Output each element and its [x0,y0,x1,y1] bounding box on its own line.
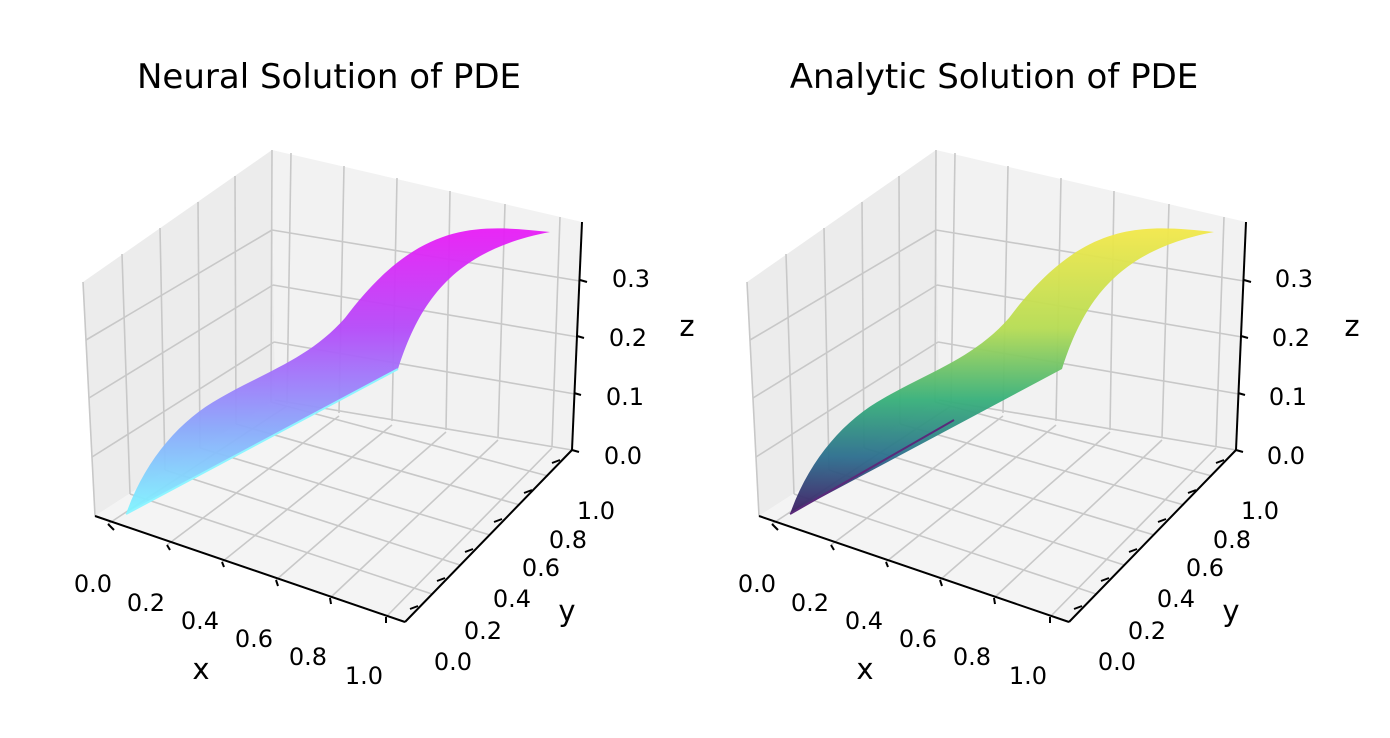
x-tick-label: 0.0 [74,570,112,598]
x-tick-label: 0.4 [845,607,883,635]
z-tick-label: 0.0 [604,442,642,470]
x-axis-line [758,515,1070,623]
y-tick-label: 0.8 [1213,526,1251,554]
axis-lines [94,221,588,623]
x-axis-line [94,515,406,623]
y-tick-labels: 0.0 0.2 0.4 0.6 0.8 1.0 [1098,497,1279,676]
y-tick-label: 1.0 [1241,497,1279,525]
surface [789,228,1214,515]
x-tick-label: 1.0 [1009,662,1047,690]
x-tick-labels: 0.0 0.2 0.4 0.6 0.8 1.0 [738,570,1047,690]
y-tick-label: 0.0 [1098,648,1136,676]
axis-lines [758,221,1252,623]
x-tick-labels: 0.0 0.2 0.4 0.6 0.8 1.0 [74,570,383,690]
x-tick-label: 0.4 [181,607,219,635]
y-tick-label: 0.4 [1157,585,1195,613]
chart-title: Analytic Solution of PDE [790,57,1199,97]
panel-neural: Neural Solution of PDE [74,57,695,690]
z-tick-label: 0.1 [606,383,644,411]
x-tick-label: 0.0 [738,570,776,598]
chart-title: Neural Solution of PDE [137,57,521,97]
z-tick-labels: 0.0 0.1 0.2 0.3 [1267,265,1313,470]
x-tick-label: 0.8 [953,643,991,671]
y-axis-line [404,449,573,623]
y-tick-label: 0.0 [434,648,472,676]
x-axis-label: x [192,652,209,686]
surface-patch [790,228,1214,514]
z-tick-label: 0.3 [1275,265,1313,293]
surface-front-edge [125,368,399,515]
y-tick-label: 0.6 [1186,554,1224,582]
y-axis-label: y [1222,594,1239,628]
y-axis-label: y [558,594,575,628]
z-tick-label: 0.0 [1267,442,1305,470]
surface-patch [126,228,550,514]
surface [125,228,550,515]
z-tick-label: 0.3 [612,265,650,293]
z-axis-label: z [1344,309,1359,343]
x-axis-label: x [856,652,873,686]
z-tick-labels: 0.0 0.1 0.2 0.3 [604,265,650,470]
x-tick-label: 0.6 [235,625,273,653]
y-tick-label: 1.0 [577,497,615,525]
y-axis-line [1068,449,1237,623]
y-tick-label: 0.4 [493,585,531,613]
y-tick-label: 0.6 [522,554,560,582]
z-tick-label: 0.2 [1272,324,1310,352]
y-tick-label: 0.8 [549,526,587,554]
x-tick-label: 0.2 [791,589,829,617]
x-tick-label: 1.0 [345,662,383,690]
z-axis-label: z [679,309,694,343]
x-tick-label: 0.6 [899,625,937,653]
x-tick-label: 0.2 [127,589,165,617]
x-tick-label: 0.8 [289,643,327,671]
z-tick-label: 0.2 [609,324,647,352]
y-tick-label: 0.2 [1128,617,1166,645]
surface-front-edge [789,419,955,515]
y-tick-label: 0.2 [464,617,502,645]
y-tick-labels: 0.0 0.2 0.4 0.6 0.8 1.0 [434,497,615,676]
panel-analytic: Analytic Solution of PDE [738,57,1360,690]
z-tick-label: 0.1 [1269,383,1307,411]
